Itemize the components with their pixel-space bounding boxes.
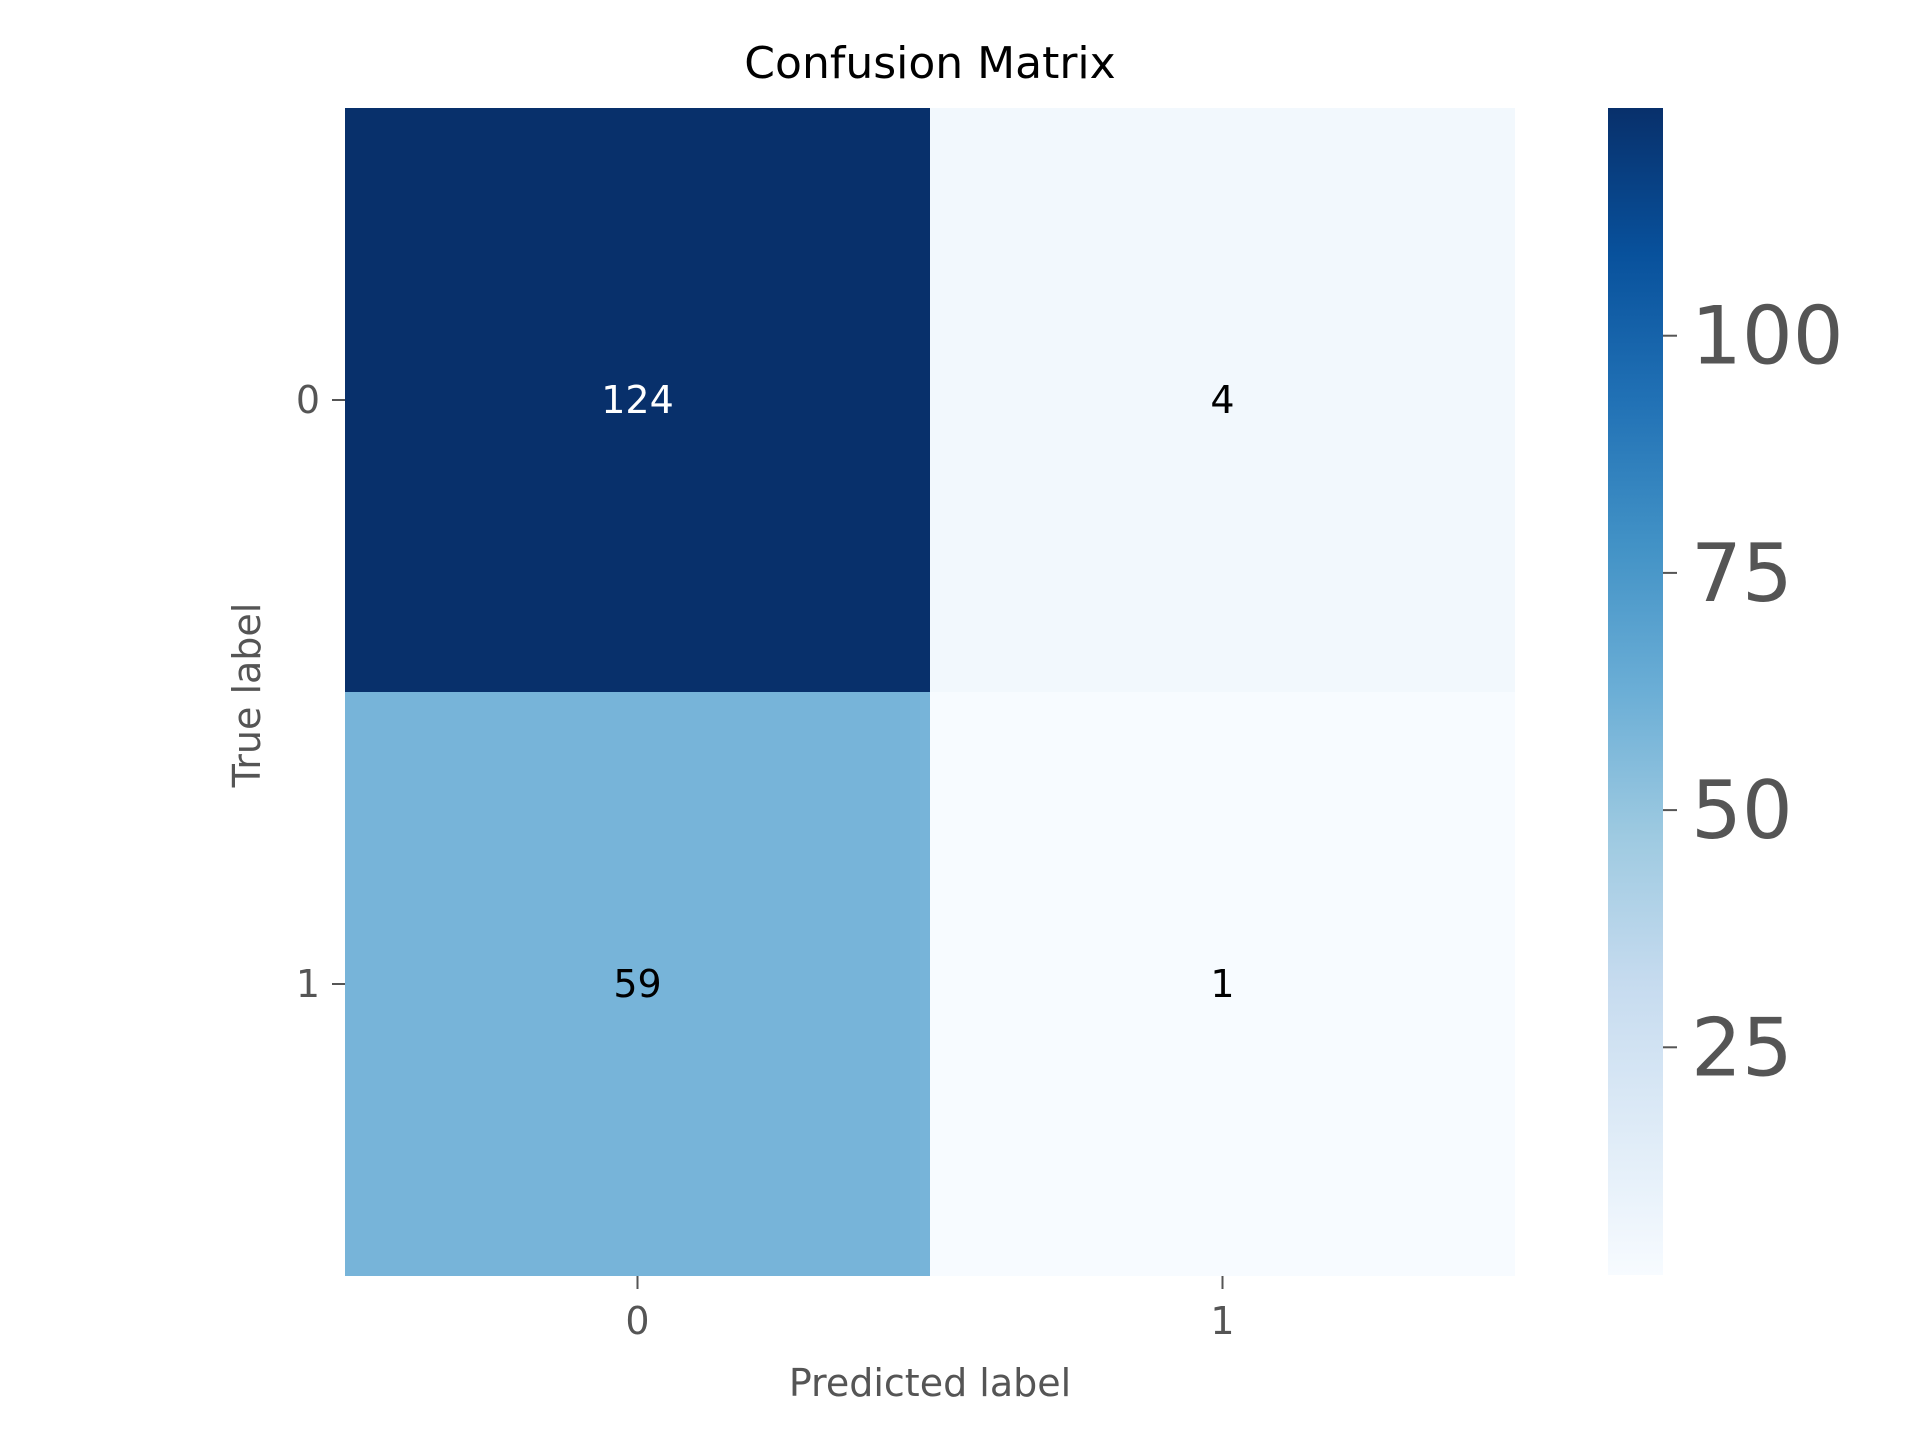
colorbar-ticks: 25 50 75 100 bbox=[1663, 290, 1844, 1094]
colorbar-tick-label: 50 bbox=[1691, 764, 1793, 857]
heatmap-cell bbox=[930, 692, 1515, 1276]
cell-value-label: 1 bbox=[1210, 962, 1234, 1006]
heatmap-cell bbox=[345, 108, 930, 692]
heatmap-cell bbox=[345, 692, 930, 1276]
colorbar-tick-label: 75 bbox=[1691, 527, 1793, 620]
y-tick-label: 0 bbox=[296, 378, 320, 422]
cell-value-label: 59 bbox=[613, 962, 661, 1006]
colorbar-tick-label: 100 bbox=[1691, 290, 1844, 383]
cell-value-label: 124 bbox=[601, 378, 674, 422]
cell-value-label: 4 bbox=[1210, 378, 1234, 422]
y-axis-label: True label bbox=[225, 603, 269, 789]
x-axis-label: Predicted label bbox=[789, 1361, 1071, 1405]
colorbar-tick-label: 25 bbox=[1691, 1001, 1793, 1094]
y-axis-ticks: 01 bbox=[296, 378, 345, 1006]
y-tick-label: 1 bbox=[296, 962, 320, 1006]
heatmap-cell-labels: 124 4 59 1 bbox=[601, 378, 1234, 1006]
chart-title: Confusion Matrix bbox=[744, 38, 1115, 89]
x-tick-label: 1 bbox=[1210, 1299, 1234, 1343]
colorbar bbox=[1608, 108, 1663, 1275]
heatmap-cell bbox=[930, 108, 1515, 692]
heatmap-cells bbox=[345, 108, 1515, 1276]
x-tick-label: 0 bbox=[625, 1299, 649, 1343]
